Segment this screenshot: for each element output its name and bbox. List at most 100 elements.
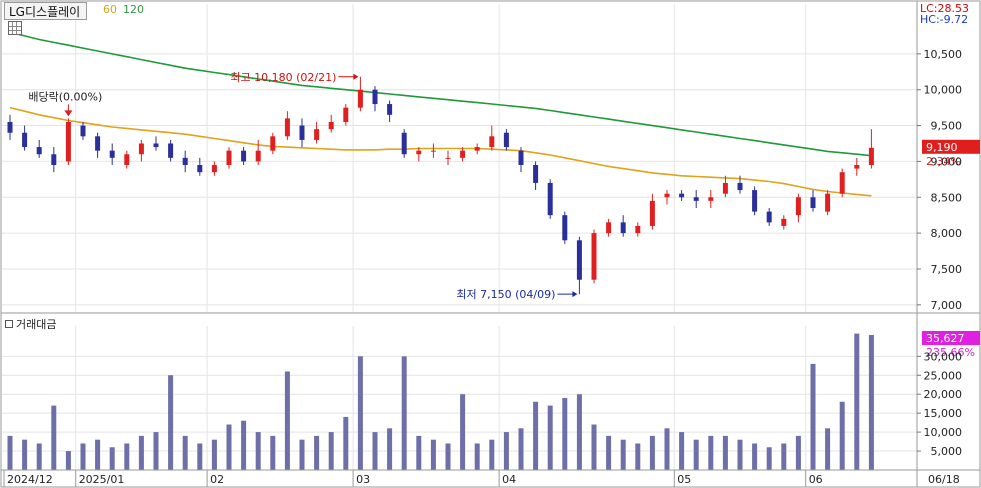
volume-bar: [547, 405, 553, 470]
volume-bar: [65, 451, 71, 470]
last-volume-badge: [922, 330, 980, 345]
candle-body: [211, 165, 217, 173]
price-tick-label: 8,000: [931, 227, 963, 240]
candle-body: [708, 197, 714, 201]
candle: [284, 111, 290, 140]
candle: [153, 136, 159, 151]
candle-body: [649, 200, 655, 226]
candle-body: [241, 150, 247, 162]
candle: [401, 129, 407, 158]
candle-body: [7, 121, 13, 133]
volume-bar: [270, 435, 276, 470]
volume-bar: [211, 439, 217, 470]
candle: [693, 190, 699, 209]
last-volume-label: 35,627: [926, 332, 965, 345]
volume-bar: [80, 443, 86, 470]
candle: [255, 139, 261, 165]
volume-bar: [825, 428, 831, 470]
volume-bar: [737, 439, 743, 470]
price-tick-label: 8,500: [931, 191, 963, 204]
volume-tick-label: 15,000: [924, 407, 963, 420]
candle: [474, 143, 480, 155]
price-tick-label: 9,500: [931, 120, 963, 133]
last-price-label: 9,190: [926, 141, 958, 154]
candle-body: [153, 143, 159, 148]
volume-panel-toggle-icon[interactable]: [5, 320, 13, 328]
candle: [211, 161, 217, 176]
volume-bar: [489, 439, 495, 470]
candle: [752, 186, 758, 216]
candle-body: [562, 215, 568, 241]
volume-bar: [460, 394, 466, 470]
volume-bar: [255, 432, 261, 470]
candle-body: [430, 150, 436, 152]
ma120-line-layer: [9, 31, 872, 157]
candle-body: [620, 222, 626, 234]
candle: [138, 139, 144, 162]
candle: [36, 139, 42, 158]
volume-bar: [51, 405, 57, 470]
x-tick-label: 06: [809, 473, 823, 486]
candle-body: [825, 193, 831, 212]
x-tick-label: 02: [210, 473, 224, 486]
gridlines: [2, 4, 917, 470]
volume-bar: [752, 443, 758, 470]
candle-body: [401, 132, 407, 155]
volume-bar: [839, 401, 845, 470]
candle: [109, 143, 115, 165]
candle: [533, 161, 539, 191]
candle-body: [547, 182, 553, 216]
candle: [343, 104, 349, 126]
volume-bar: [693, 439, 699, 470]
volume-bar: [781, 443, 787, 470]
candle: [620, 215, 626, 237]
candle: [868, 129, 874, 169]
annotations: 최고 10,180 (02/21) 최저 7,150 (04/09) 배당락(0.0…: [28, 71, 980, 359]
grid-table-icon[interactable]: [8, 21, 22, 35]
volume-bar: [664, 428, 670, 470]
volume-bar: [387, 428, 393, 470]
candle: [679, 190, 685, 201]
candle: [518, 147, 524, 173]
candle-body: [445, 157, 451, 159]
ma120-line: [9, 31, 872, 157]
candle-body: [51, 154, 57, 165]
volume-bar: [854, 333, 860, 470]
ma60-line-layer: [9, 106, 872, 197]
dividend-arrow-head: [64, 110, 73, 117]
last-volume-change: 235.66%: [926, 346, 975, 359]
candle: [197, 157, 203, 176]
candle: [839, 168, 845, 198]
candle-body: [854, 165, 860, 169]
volume-tick-label: 30,000: [924, 350, 963, 363]
volume-bar: [284, 371, 290, 470]
volume-bar: [503, 432, 509, 470]
candle: [270, 132, 276, 155]
symbol-label[interactable]: LG디스플레이: [4, 2, 88, 20]
candle-body: [576, 240, 582, 280]
candle-body: [693, 197, 699, 201]
hc-readout: HC:-9.72: [920, 13, 969, 26]
price-tick-label: 7,500: [931, 263, 963, 276]
candle: [708, 190, 714, 209]
volume-bar: [416, 435, 422, 470]
candle-body: [22, 132, 28, 148]
candle: [576, 236, 582, 295]
volume-bar: [562, 398, 568, 470]
candle-body: [387, 104, 393, 115]
candle: [22, 125, 28, 151]
volume-bar: [36, 443, 42, 470]
volume-bar: [635, 443, 641, 470]
volume-bar: [314, 435, 320, 470]
candle-body: [460, 150, 466, 158]
candle: [372, 86, 378, 112]
candle-body: [591, 233, 597, 280]
candle: [182, 150, 188, 173]
volume-bar: [766, 447, 772, 470]
candle-body: [737, 182, 743, 191]
candle-body: [635, 225, 641, 234]
candle-body: [65, 121, 71, 162]
